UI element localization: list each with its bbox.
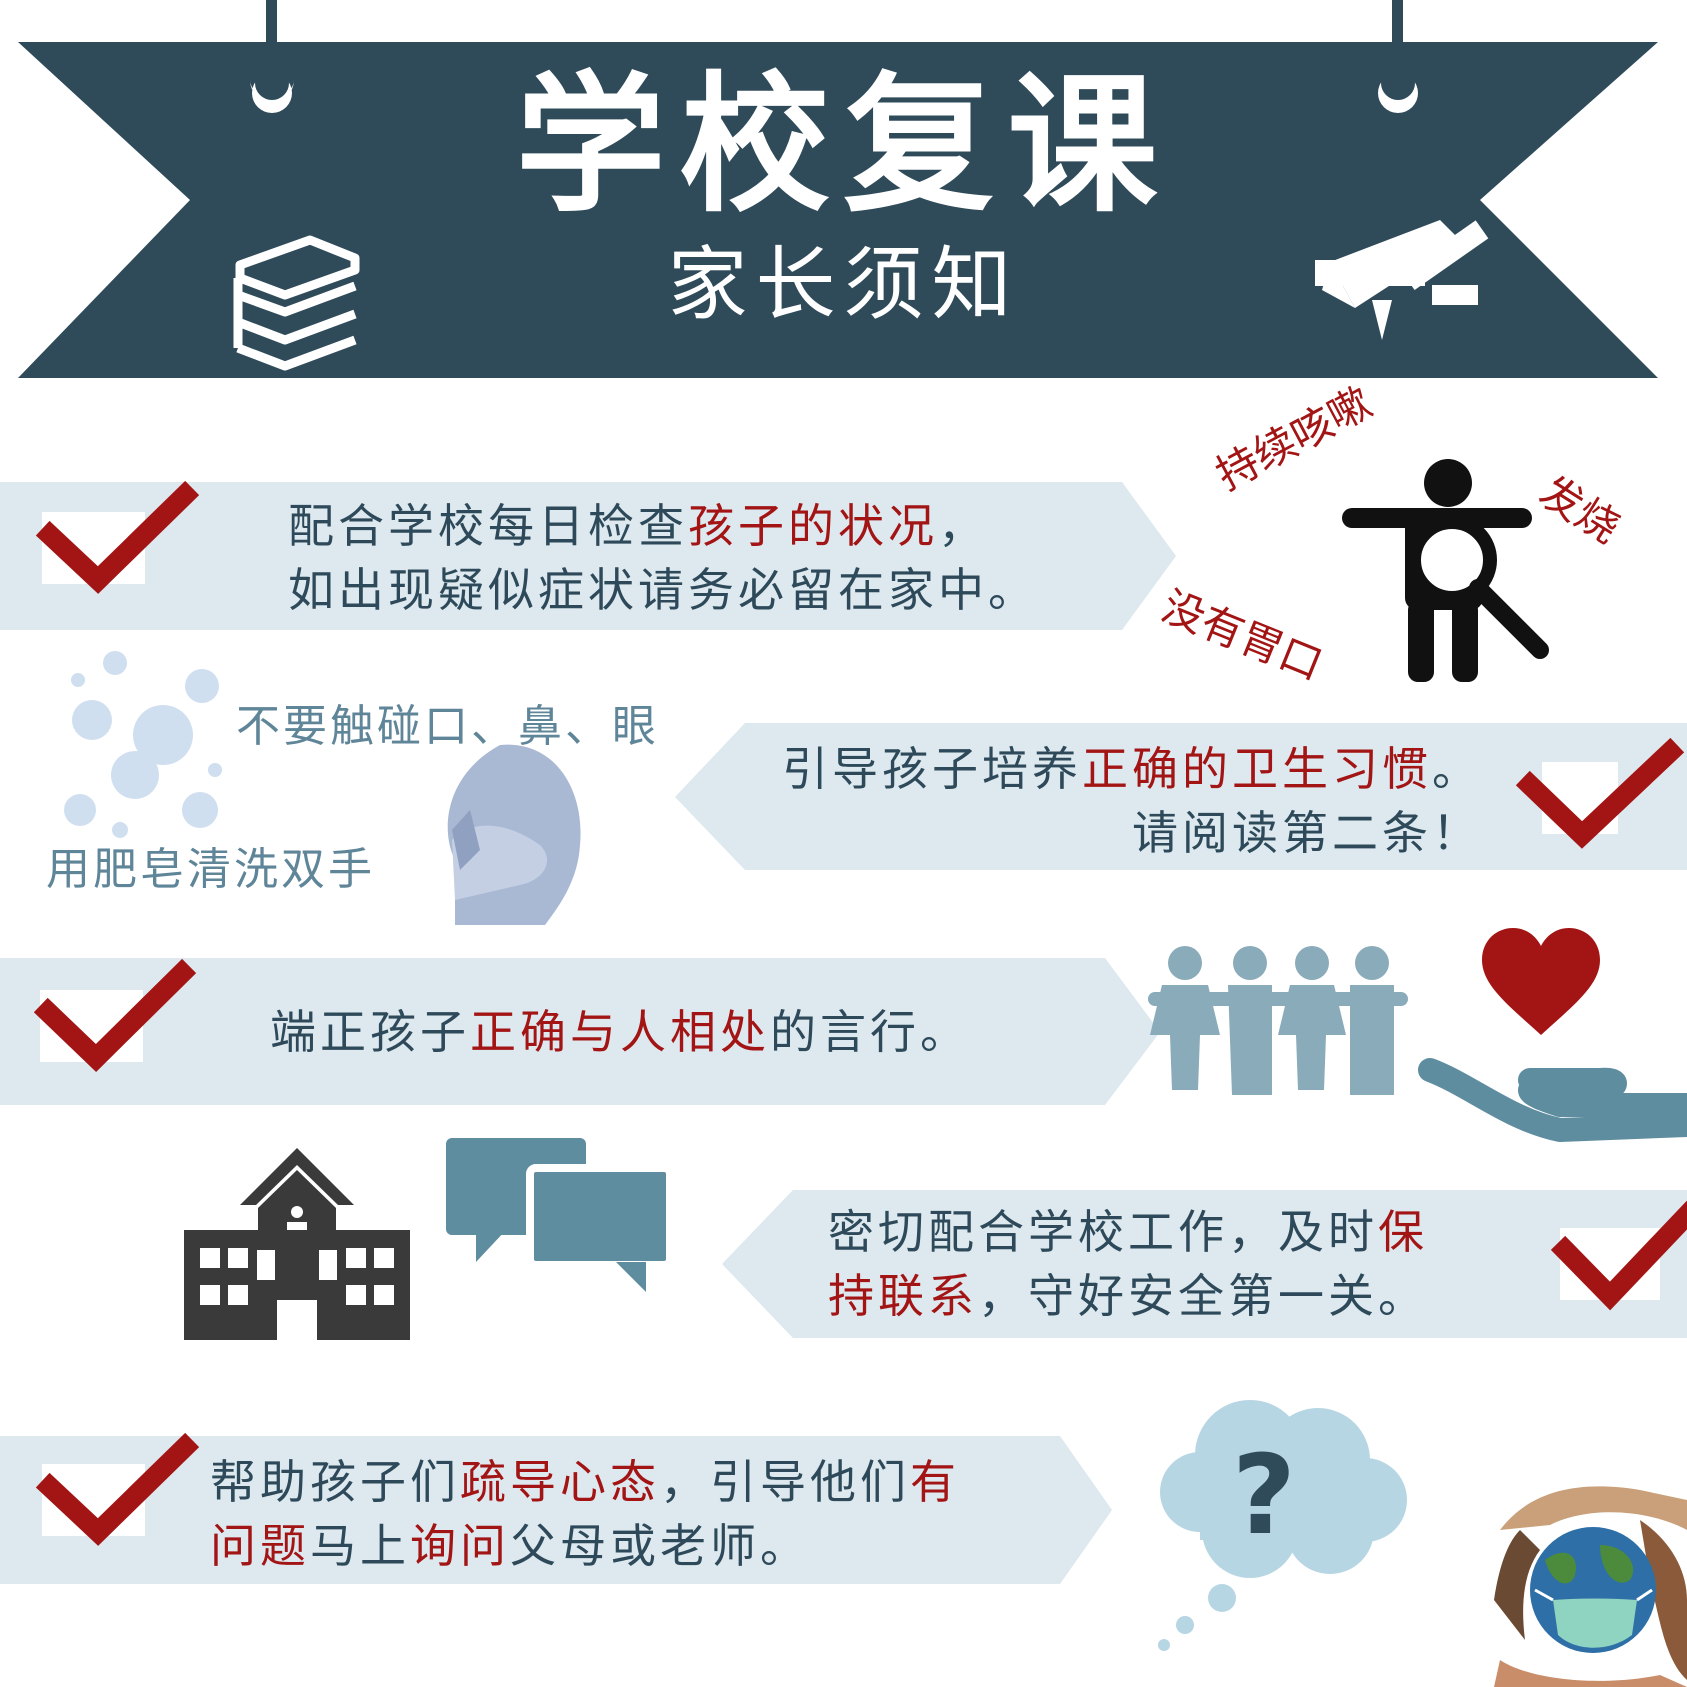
body-text: 请阅读第二条！ [1132, 806, 1482, 860]
hanger-right [1392, 0, 1403, 62]
tip-line: 如出现疑似症状请务必留在家中。 [288, 558, 1038, 622]
body-text: 端正孩子 [270, 1005, 470, 1059]
hanger-left [266, 0, 277, 62]
highlight-text: 持联系 [828, 1269, 978, 1323]
tip-item-2: 引导孩子培养正确的卫生习惯。 请阅读第二条！ [782, 737, 1482, 865]
face-cover-icon [447, 744, 581, 925]
thought-cloud-icon [1158, 1400, 1407, 1651]
highlight-text: 询问 [410, 1519, 510, 1573]
body-text: 父母或老师。 [510, 1519, 810, 1573]
highlight-text: 孩子的状况 [688, 499, 938, 553]
page-subtitle: 家长须知 [667, 238, 1020, 331]
body-text: 的言行。 [770, 1005, 970, 1059]
no-touch-label: 不要触碰口、鼻、眼 [236, 701, 659, 752]
tip-line: 请阅读第二条！ [782, 801, 1482, 865]
tip-item-1: 配合学校每日检查孩子的状况， 如出现疑似症状请务必留在家中。 [288, 494, 1038, 622]
body-text: ，守好安全第一关。 [978, 1269, 1428, 1323]
tip-line: 问题马上询问父母或老师。 [210, 1514, 960, 1578]
tip-item-3: 端正孩子正确与人相处的言行。 [270, 1000, 970, 1064]
highlight-text: 正确的卫生习惯 [1082, 742, 1432, 796]
page-title: 学校复课 [515, 57, 1172, 233]
body-text: 。 [1432, 742, 1482, 796]
pencil-ruler-icon [1315, 220, 1489, 340]
highlight-text: 有 [910, 1455, 960, 1509]
tip-item-5: 帮助孩子们疏导心态，引导他们有 问题马上询问父母或老师。 [210, 1450, 960, 1578]
checkmark-icon [33, 958, 197, 1072]
checkmark-icon [35, 480, 200, 594]
body-text: 引导孩子培养 [782, 742, 1082, 796]
tip-line: 密切配合学校工作，及时保 [828, 1200, 1428, 1264]
child-magnifier-icon [1342, 459, 1549, 682]
body-text: 如出现疑似症状请务必留在家中。 [288, 563, 1038, 617]
tip-line: 持联系，守好安全第一关。 [828, 1264, 1428, 1328]
highlight-text: 问题 [210, 1519, 310, 1573]
body-text: ， [938, 499, 988, 553]
highlight-text: 疏导心态 [460, 1455, 660, 1509]
title-banner [18, 42, 1658, 378]
globe-mask-icon [1494, 1480, 1687, 1687]
tip-line: 端正孩子正确与人相处的言行。 [270, 1000, 970, 1064]
chat-bubbles-icon [446, 1138, 674, 1292]
strip-3 [0, 958, 1160, 1105]
body-text: 马上 [310, 1519, 410, 1573]
body-text: 密切配合学校工作，及时 [828, 1205, 1378, 1259]
tip-line: 帮助孩子们疏导心态，引导他们有 [210, 1450, 960, 1514]
wash-hands-label: 用肥皂清洗双手 [46, 844, 375, 895]
strip-1 [0, 482, 1176, 630]
heart-hand-icon [1418, 928, 1687, 1142]
people-icon [1148, 946, 1408, 1095]
bubbles-icon [64, 651, 222, 838]
strip-5 [0, 1436, 1112, 1584]
checkmark-icon [35, 1432, 200, 1546]
checkmark-icon [1550, 1200, 1687, 1311]
tip-line: 引导孩子培养正确的卫生习惯。 [782, 737, 1482, 801]
tip-line: 配合学校每日检查孩子的状况， [288, 494, 1038, 558]
school-building-icon [184, 1148, 410, 1340]
strip-2 [675, 723, 1687, 870]
body-text: 配合学校每日检查 [288, 499, 688, 553]
body-text: ，引导他们 [660, 1455, 910, 1509]
question-mark: ? [1232, 1431, 1296, 1559]
highlight-text: 正确与人相处 [470, 1005, 770, 1059]
body-text: 帮助孩子们 [210, 1455, 460, 1509]
tip-item-4: 密切配合学校工作，及时保 持联系，守好安全第一关。 [828, 1200, 1428, 1328]
checkmark-icon [1515, 737, 1685, 849]
books-icon [233, 235, 360, 371]
strip-4 [722, 1190, 1687, 1338]
highlight-text: 保 [1378, 1205, 1428, 1259]
